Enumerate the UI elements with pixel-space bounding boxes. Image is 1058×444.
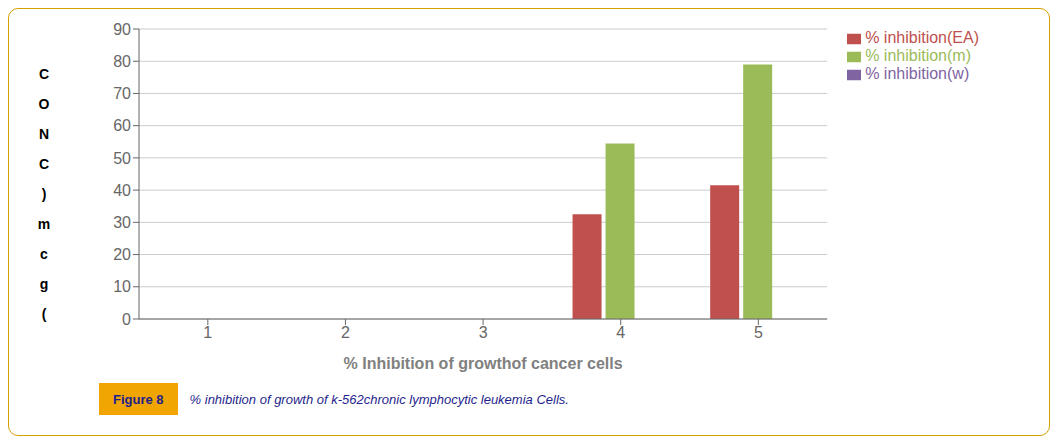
svg-text:50: 50: [113, 150, 131, 167]
html-text:C: C: [38, 66, 50, 82]
svg-text:1: 1: [203, 324, 212, 341]
svg-text:90: 90: [113, 21, 131, 38]
html-text:m: m: [37, 216, 51, 232]
html-text:O: O: [38, 96, 50, 112]
svg-text:20: 20: [113, 246, 131, 263]
svg-text:% Inhibition of growthof cance: % Inhibition of growthof cancer cells: [344, 355, 623, 372]
svg-text:3: 3: [479, 324, 488, 341]
svg-text:80: 80: [113, 53, 131, 70]
svg-text:2: 2: [341, 324, 350, 341]
html-text:% inhibition(EA): % inhibition(EA): [865, 29, 979, 46]
svg-text:10: 10: [113, 278, 131, 295]
html-text:N: N: [38, 126, 50, 142]
svg-text:5: 5: [754, 324, 763, 341]
html-text:g: g: [39, 276, 49, 292]
html-text:% inhibition(m): % inhibition(m): [865, 47, 971, 64]
html-text:c: c: [40, 246, 48, 262]
svg-text:0: 0: [122, 311, 131, 328]
html-text:% inhibition(w): % inhibition(w): [865, 65, 970, 82]
svg-text:70: 70: [113, 85, 131, 102]
svg-text:40: 40: [113, 182, 131, 199]
html-text:C: C: [38, 156, 50, 172]
html-text:Figure 8: Figure 8: [113, 391, 164, 407]
svg-text:60: 60: [113, 117, 131, 134]
svg-text:30: 30: [113, 214, 131, 231]
svg-text:4: 4: [616, 324, 625, 341]
html-text:% inhibition of growth of k-56: % inhibition of growth of k-562chronic l…: [189, 391, 569, 407]
